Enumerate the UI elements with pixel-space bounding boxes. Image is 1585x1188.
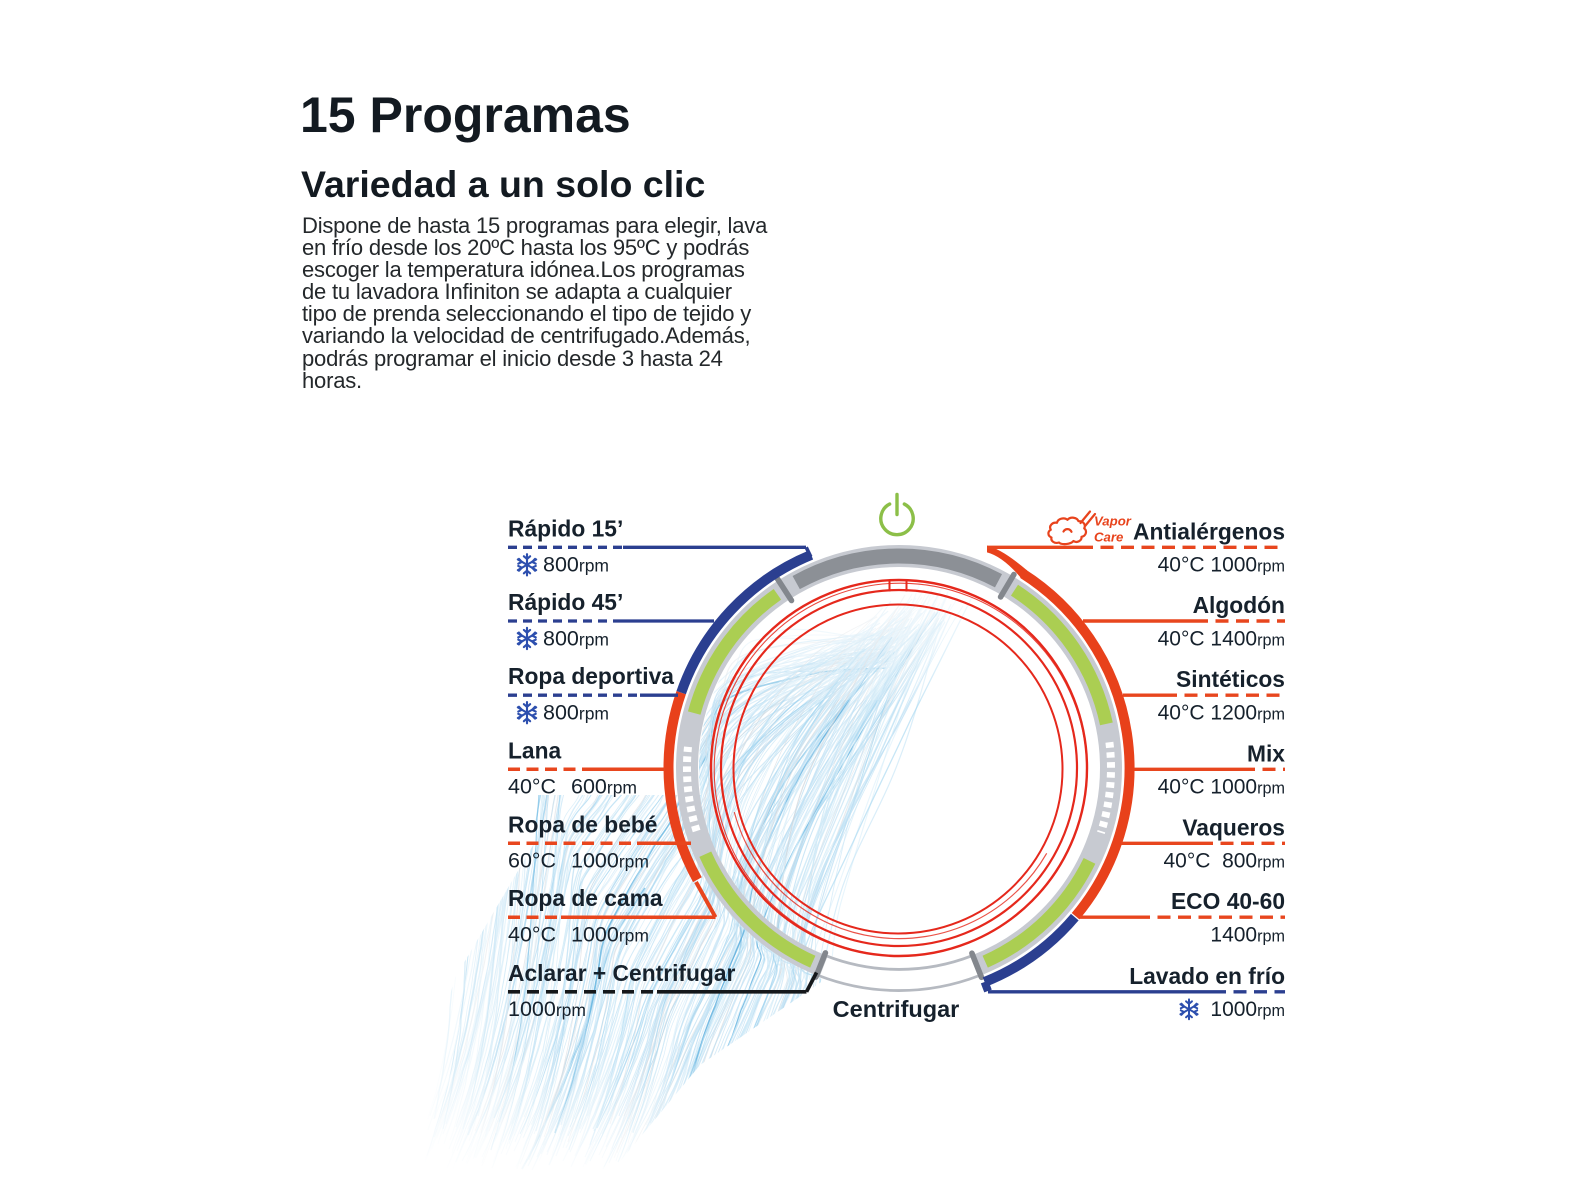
svg-text:Vaqueros: Vaqueros <box>1182 814 1285 840</box>
svg-text:Centrifugar: Centrifugar <box>833 996 960 1022</box>
svg-text:1000rpm: 1000rpm <box>571 849 649 873</box>
svg-text:800rpm: 800rpm <box>543 553 609 577</box>
svg-text:800rpm: 800rpm <box>543 701 609 725</box>
svg-text:40°C 1200rpm: 40°C 1200rpm <box>1158 702 1285 725</box>
svg-text:40°C 1000rpm: 40°C 1000rpm <box>1158 554 1285 577</box>
svg-text:Rápido 15’: Rápido 15’ <box>508 515 623 541</box>
svg-text:Vapor: Vapor <box>1094 514 1132 529</box>
svg-text:40°C 1000rpm: 40°C 1000rpm <box>1158 776 1285 799</box>
svg-text:600rpm: 600rpm <box>571 775 637 799</box>
svg-text:40°C: 40°C <box>508 923 556 947</box>
svg-text:Algodón: Algodón <box>1193 592 1285 618</box>
svg-text:Care: Care <box>1094 530 1123 545</box>
svg-text:Ropa de cama: Ropa de cama <box>508 885 663 911</box>
svg-text:Rápido 45’: Rápido 45’ <box>508 589 623 615</box>
svg-text:Antialérgenos: Antialérgenos <box>1133 518 1285 544</box>
svg-text:1400rpm: 1400rpm <box>1210 924 1285 947</box>
svg-text:40°C: 40°C <box>508 775 556 799</box>
svg-text:40°C 1400rpm: 40°C 1400rpm <box>1158 627 1285 650</box>
svg-text:Ropa deportiva: Ropa deportiva <box>508 663 674 689</box>
svg-text:1000rpm: 1000rpm <box>571 923 649 947</box>
svg-text:Mix: Mix <box>1247 740 1285 766</box>
svg-text:Aclarar + Centrifugar: Aclarar + Centrifugar <box>508 960 736 986</box>
svg-text:1000rpm: 1000rpm <box>508 997 586 1021</box>
svg-text:Ropa de bebé: Ropa de bebé <box>508 811 657 837</box>
svg-text:60°C: 60°C <box>508 849 556 873</box>
svg-text:Sintéticos: Sintéticos <box>1176 666 1285 692</box>
svg-text:1000rpm: 1000rpm <box>1210 998 1285 1021</box>
svg-text:Lavado en frío: Lavado en frío <box>1129 963 1285 989</box>
svg-text:40°C 800rpm: 40°C 800rpm <box>1163 850 1285 873</box>
svg-text:800rpm: 800rpm <box>543 626 609 650</box>
svg-text:ECO 40-60: ECO 40-60 <box>1171 888 1285 914</box>
svg-text:Lana: Lana <box>508 737 562 763</box>
